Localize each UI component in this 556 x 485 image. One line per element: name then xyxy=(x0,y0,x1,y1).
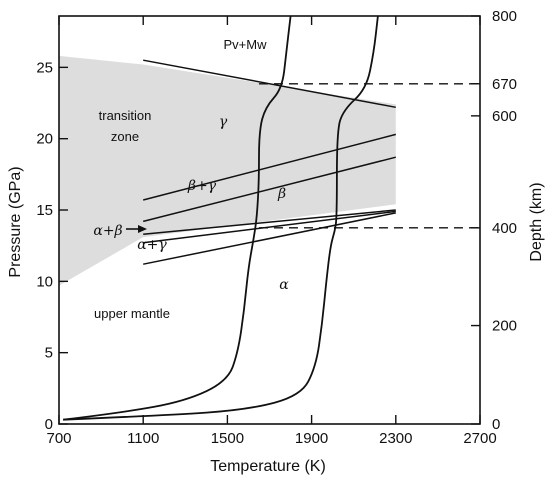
alpha-beta-arrow xyxy=(126,225,147,233)
x-tick-label: 1100 xyxy=(127,430,159,447)
phase-boundary-3 xyxy=(143,209,396,236)
geotherm-0 xyxy=(63,15,292,421)
label-beta: β xyxy=(277,186,286,202)
label-gamma: γ xyxy=(219,114,228,130)
y-tick-label: 25 xyxy=(36,59,53,76)
x-tick-label: 1900 xyxy=(295,430,328,447)
y-axis: 0 5 10 15 20 25 xyxy=(36,59,68,433)
depth-axis-title: Depth (km) xyxy=(528,182,545,261)
x-tick-label: 2300 xyxy=(379,430,412,447)
label-transition: transition xyxy=(99,108,152,123)
y-tick-label: 5 xyxy=(45,345,53,362)
plot-frame xyxy=(58,15,481,425)
phase-boundary-4 xyxy=(143,210,396,244)
y-tick-label: 20 xyxy=(36,131,53,148)
depth-tick-label: 600 xyxy=(492,108,517,125)
x-axis: 700 1100 1500 1900 2300 2700 xyxy=(46,16,497,447)
depth-tick-label: 200 xyxy=(492,318,517,335)
y-tick-label: 0 xyxy=(45,416,53,433)
depth-tick-label: 670 xyxy=(492,76,517,93)
y-tick-label: 15 xyxy=(36,202,53,219)
label-alpha-gamma: α+γ xyxy=(137,237,167,253)
label-beta-gamma: β+γ xyxy=(187,178,217,194)
depth-tick-label: 800 xyxy=(492,8,517,25)
y-axis-title: Pressure (GPa) xyxy=(7,166,24,277)
x-tick-label: 1500 xyxy=(211,430,244,447)
depth-tick-label: 400 xyxy=(492,220,517,237)
label-alpha-beta: α+β xyxy=(93,223,122,239)
label-zone: zone xyxy=(111,129,139,144)
x-tick-label: 2700 xyxy=(463,430,496,447)
label-pv-mw: Pv+Mw xyxy=(224,37,268,52)
phase-boundary-1 xyxy=(143,133,396,201)
label-upper-mantle: upper mantle xyxy=(94,306,170,321)
y-tick-label: 10 xyxy=(36,273,53,290)
phase-boundary-2 xyxy=(143,156,396,223)
phase-boundary-5 xyxy=(143,212,396,265)
discontinuity-lines xyxy=(258,83,480,229)
label-alpha: α xyxy=(279,277,289,293)
x-tick-label: 700 xyxy=(46,430,71,447)
depth-axis: 0 200 400 600 670 800 xyxy=(471,8,517,433)
depth-tick-label: 0 xyxy=(492,416,500,433)
x-axis-title: Temperature (K) xyxy=(210,458,326,475)
geotherm-1 xyxy=(63,15,379,421)
geotherms xyxy=(63,15,379,421)
